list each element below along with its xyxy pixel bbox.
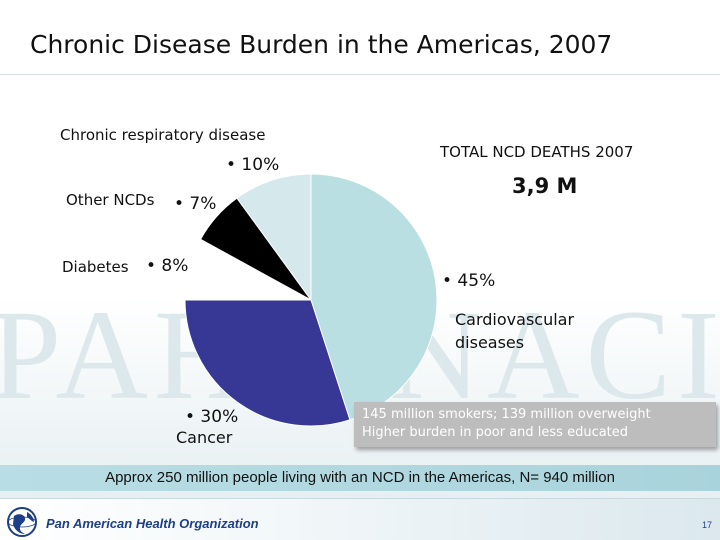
pie-slice-chronic-respiratory-disease xyxy=(236,173,312,302)
summary-banner-text: Approx 250 million people living with an… xyxy=(105,469,615,486)
label-diabetes-pct: • 8% xyxy=(146,256,189,276)
footer-bar xyxy=(0,498,720,540)
pie-slice-cancer xyxy=(184,299,351,427)
label-cancer-name: Cancer xyxy=(176,428,233,447)
label-diabetes-name: Diabetes xyxy=(62,258,129,276)
paho-globe-logo-icon xyxy=(7,507,37,537)
label-cardiovascular-line2: diseases xyxy=(455,333,525,352)
total-deaths-value: 3,9 M xyxy=(512,174,578,198)
summary-banner: Approx 250 million people living with an… xyxy=(0,465,720,491)
label-other-ncds-pct: • 7% xyxy=(174,194,217,214)
label-cancer-pct: • 30% xyxy=(185,407,239,427)
label-other-ncds-name: Other NCDs xyxy=(66,191,155,209)
org-name: Pan American Health Organization xyxy=(46,516,259,531)
page-number: 17 xyxy=(702,520,713,530)
slide-title: Chronic Disease Burden in the Americas, … xyxy=(30,30,613,59)
callout-line-2: Higher burden in poor and less educated xyxy=(362,425,629,440)
label-respiratory-name: Chronic respiratory disease xyxy=(60,126,266,144)
total-deaths-title: TOTAL NCD DEATHS 2007 xyxy=(440,143,634,161)
pie-slice-cardiovascular-diseases xyxy=(310,173,438,421)
label-cardiovascular-line1: Cardiovascular xyxy=(455,310,575,329)
label-cardiovascular-pct: • 45% xyxy=(442,271,496,291)
callout-box: 145 million smokers; 139 million overwei… xyxy=(354,402,716,447)
title-divider xyxy=(0,74,720,75)
callout-line-1: 145 million smokers; 139 million overwei… xyxy=(362,407,651,422)
pie-slices xyxy=(184,173,438,427)
label-respiratory-pct: • 10% xyxy=(226,155,280,175)
